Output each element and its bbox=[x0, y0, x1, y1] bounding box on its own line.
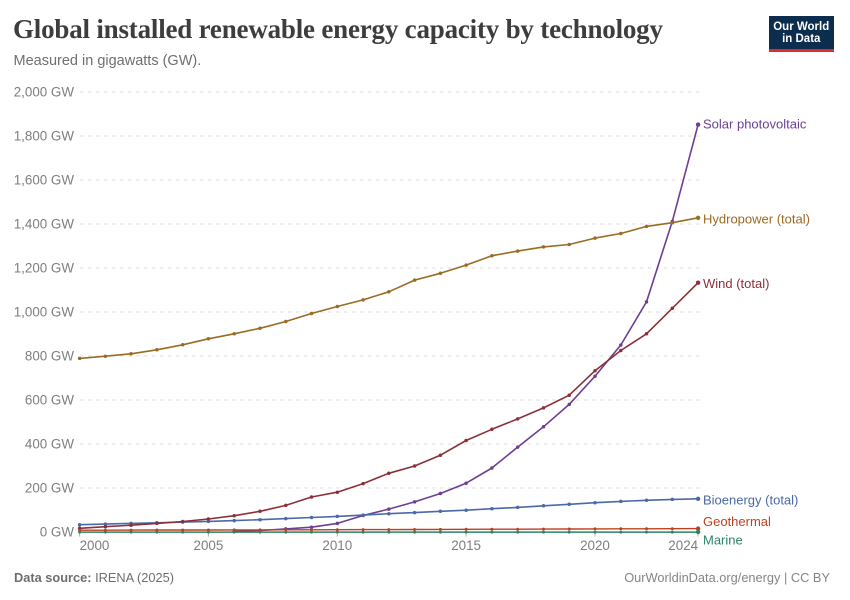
svg-text:800 GW: 800 GW bbox=[25, 349, 74, 364]
svg-text:Marine: Marine bbox=[703, 532, 743, 547]
svg-text:Geothermal: Geothermal bbox=[703, 514, 771, 529]
svg-text:2015: 2015 bbox=[451, 538, 481, 553]
svg-text:1,000 GW: 1,000 GW bbox=[14, 305, 75, 320]
svg-text:200 GW: 200 GW bbox=[25, 481, 74, 496]
svg-text:2020: 2020 bbox=[580, 538, 610, 553]
svg-text:Hydropower (total): Hydropower (total) bbox=[703, 211, 810, 226]
svg-text:1,600 GW: 1,600 GW bbox=[14, 173, 75, 188]
svg-text:0 GW: 0 GW bbox=[40, 525, 75, 540]
svg-text:2005: 2005 bbox=[194, 538, 224, 553]
svg-text:1,800 GW: 1,800 GW bbox=[14, 129, 75, 144]
svg-text:2000: 2000 bbox=[80, 538, 110, 553]
svg-text:400 GW: 400 GW bbox=[25, 437, 74, 452]
svg-text:Wind (total): Wind (total) bbox=[703, 276, 769, 291]
svg-text:1,400 GW: 1,400 GW bbox=[14, 217, 75, 232]
svg-text:Solar photovoltaic: Solar photovoltaic bbox=[703, 117, 807, 132]
svg-text:Bioenergy (total): Bioenergy (total) bbox=[703, 492, 798, 507]
svg-text:1,200 GW: 1,200 GW bbox=[14, 261, 75, 276]
svg-text:600 GW: 600 GW bbox=[25, 393, 74, 408]
svg-text:2,000 GW: 2,000 GW bbox=[14, 85, 75, 100]
svg-text:2024: 2024 bbox=[668, 538, 698, 553]
svg-text:2010: 2010 bbox=[322, 538, 352, 553]
